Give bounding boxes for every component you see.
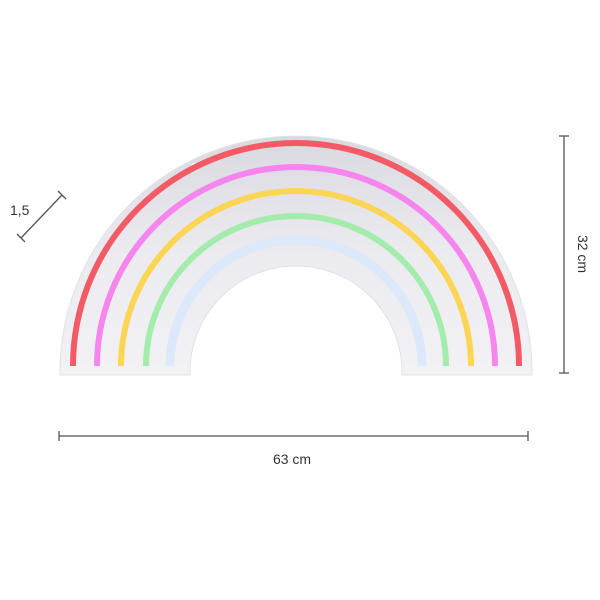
depth-label: 1,5 [10,202,30,218]
neon-arc-blue [165,235,427,367]
height-dimension: 32 cm [559,135,591,374]
neon-arc-yellow [118,188,474,367]
neon-arc-green [143,213,449,367]
neon-arcs [70,140,522,367]
height-label: 32 cm [575,235,591,273]
neon-arc-red [70,140,522,367]
width-dimension: 63 cm [58,431,529,467]
depth-dimension: 1,5 [10,190,67,243]
width-label: 63 cm [273,451,311,467]
neon-arc-pink [94,164,498,367]
